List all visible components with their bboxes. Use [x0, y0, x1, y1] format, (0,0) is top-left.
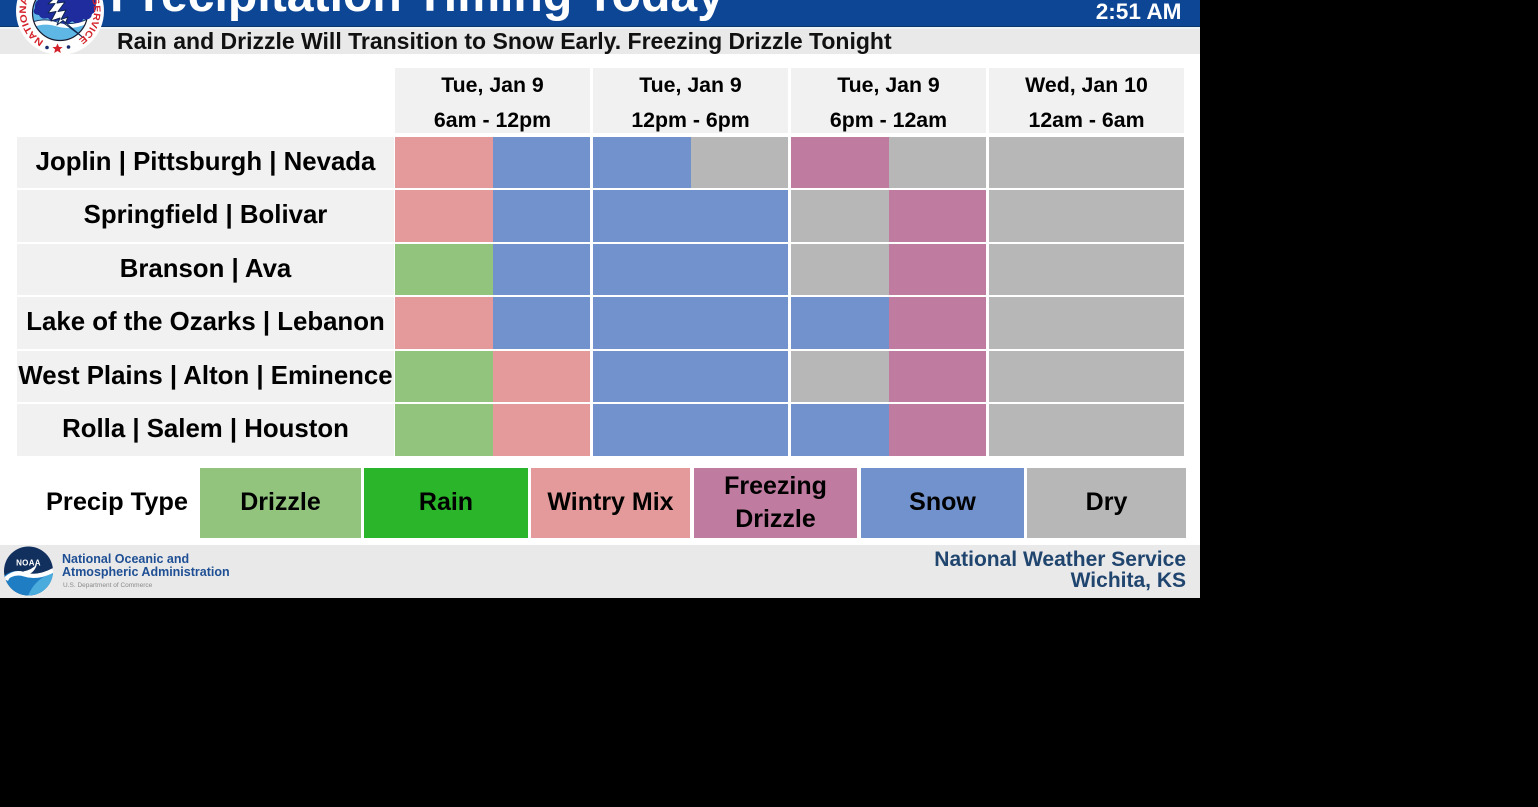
svg-text:NOAA: NOAA: [16, 559, 41, 568]
